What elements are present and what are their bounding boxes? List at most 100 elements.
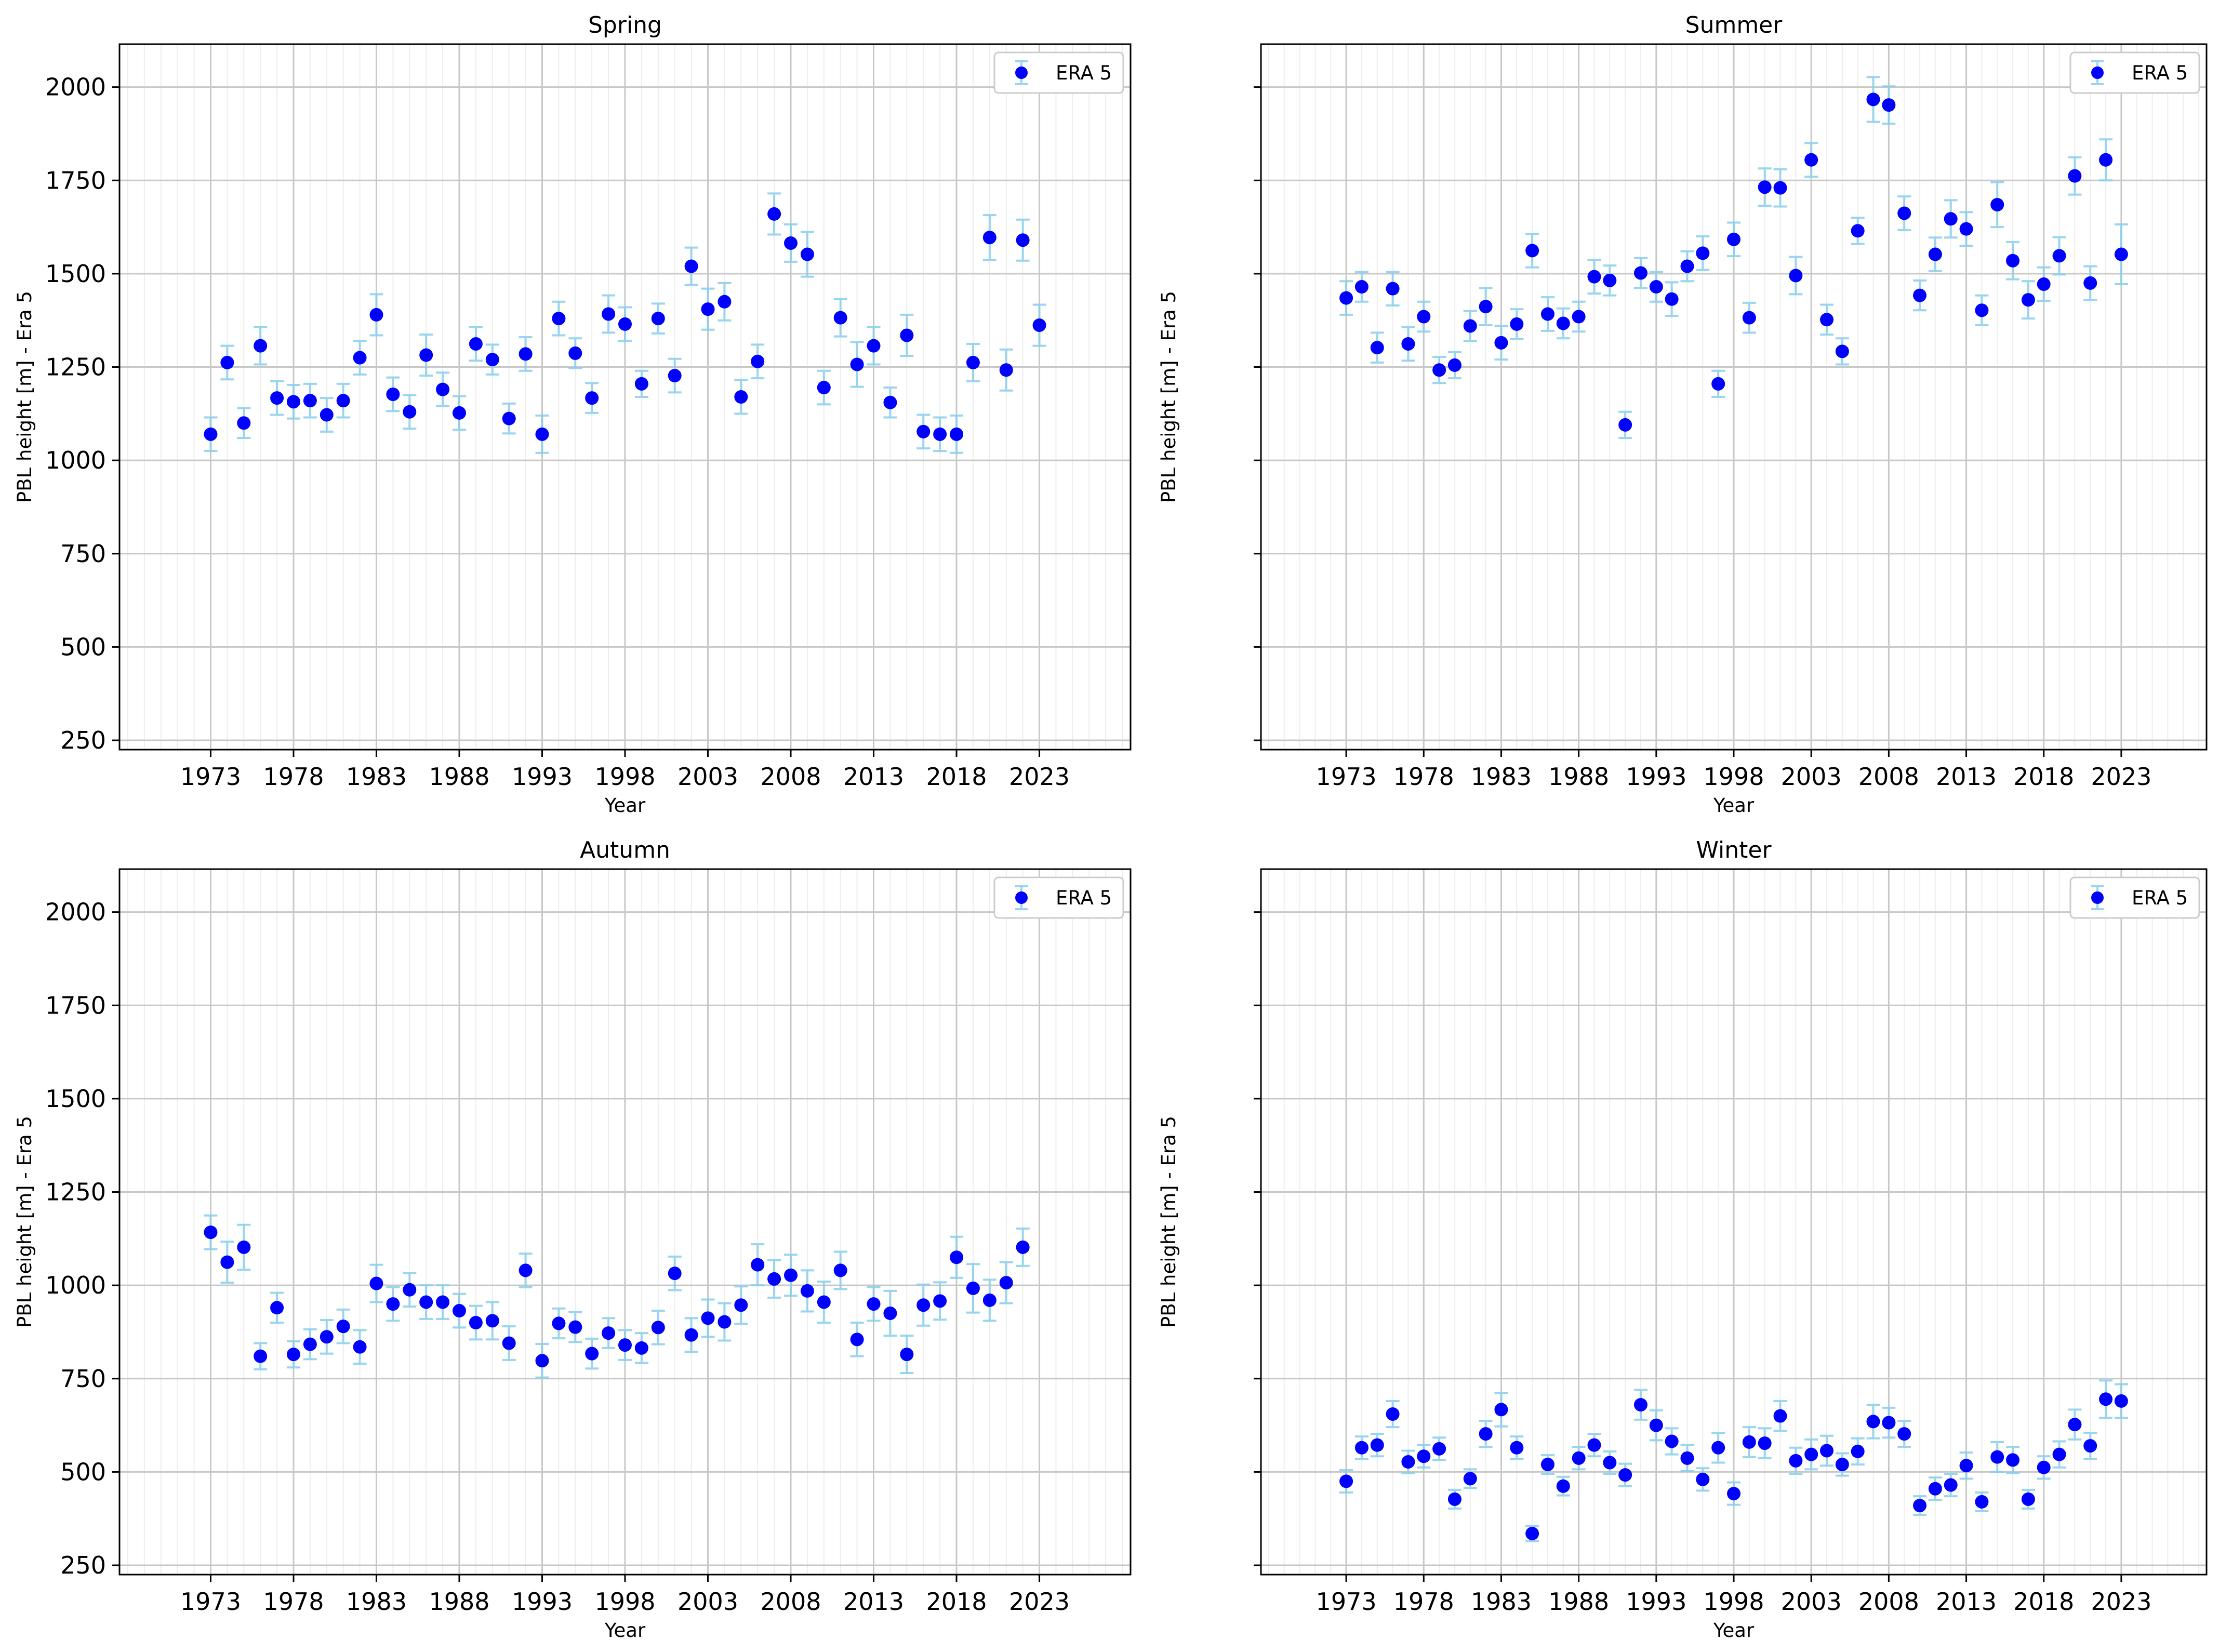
- y-axis-label: PBL height [m] - Era 5: [14, 291, 36, 503]
- data-point: [883, 395, 897, 409]
- data-point: [999, 363, 1013, 377]
- data-point: [386, 387, 400, 401]
- legend-marker-icon: [2091, 891, 2104, 904]
- x-tick-label: 2013: [1936, 763, 1997, 791]
- data-point: [220, 1255, 234, 1269]
- data-point: [734, 390, 748, 404]
- data-point: [1882, 1416, 1896, 1430]
- data-point: [436, 382, 450, 396]
- data-point: [1354, 1441, 1368, 1455]
- y-tick-label: 2000: [45, 898, 106, 926]
- x-axis-label: Year: [1713, 794, 1755, 817]
- legend-marker-icon: [2091, 66, 2104, 79]
- x-tick-label: 1988: [1548, 1588, 1609, 1616]
- data-point: [254, 1349, 268, 1363]
- data-point: [237, 1240, 251, 1254]
- data-point: [2021, 1492, 2035, 1506]
- data-point: [419, 1295, 433, 1309]
- data-point: [469, 1316, 483, 1329]
- y-tick-label: 1750: [45, 166, 106, 194]
- data-point: [1572, 1451, 1586, 1465]
- x-tick-label: 2003: [677, 763, 738, 791]
- data-point: [1447, 1492, 1461, 1506]
- data-point: [1711, 377, 1725, 391]
- data-point: [1417, 310, 1431, 324]
- data-point: [982, 231, 996, 245]
- data-point: [602, 307, 616, 321]
- legend-frame: [993, 51, 1124, 94]
- panel-summer: 1973 1978 1983 1988 1993 1998 2003 2008 2013 2018…: [1158, 12, 2208, 817]
- x-axis: 1973 1978 1983 1988 1993 1998 2003 2008 2013 2018…: [1316, 750, 2151, 791]
- data-point: [767, 207, 781, 221]
- data-point: [1742, 311, 1756, 325]
- x-tick-label: 2018: [926, 763, 987, 791]
- major-gridlines: [1261, 44, 2207, 750]
- minor-gridlines: [1268, 44, 2200, 750]
- legend: ERA 5: [2069, 51, 2200, 94]
- data-point: [552, 312, 566, 326]
- data-point: [485, 1314, 499, 1328]
- data-point: [1897, 1427, 1911, 1441]
- data-point: [1665, 1434, 1679, 1448]
- chart-title: Spring: [588, 12, 662, 38]
- data-point: [1711, 1441, 1725, 1455]
- x-tick-label: 1983: [346, 1588, 407, 1616]
- data-point: [1479, 1427, 1493, 1441]
- data-point: [535, 427, 549, 441]
- data-point: [900, 1348, 914, 1362]
- data-point: [204, 1225, 218, 1240]
- x-tick-label: 2008: [1858, 1588, 1919, 1616]
- data-point: [1990, 197, 2004, 211]
- data-point: [1633, 266, 1647, 280]
- data-point: [436, 1295, 450, 1309]
- legend-label: ERA 5: [2132, 887, 2188, 909]
- y-axis-label: PBL height [m] - Era 5: [14, 1116, 36, 1328]
- data-point: [916, 1298, 931, 1312]
- data-point: [1959, 222, 1973, 236]
- data-point: [485, 353, 499, 367]
- data-point: [1773, 181, 1787, 195]
- data-point: [353, 351, 367, 365]
- data-point: [1866, 1415, 1880, 1429]
- data-point: [1696, 1472, 1710, 1486]
- data-point: [751, 354, 765, 368]
- data-point: [1401, 337, 1415, 351]
- data-point: [800, 247, 814, 261]
- y-tick-label: 750: [60, 540, 106, 568]
- data-point: [1727, 1487, 1740, 1501]
- x-tick-label: 2013: [843, 763, 904, 791]
- data-point: [1913, 1499, 1927, 1513]
- data-point: [270, 1301, 284, 1315]
- data-point: [568, 1320, 582, 1334]
- data-point: [320, 408, 334, 422]
- data-point: [386, 1297, 400, 1311]
- data-point: [353, 1340, 367, 1354]
- data-point: [1510, 1441, 1524, 1455]
- x-tick-label: 1993: [512, 763, 573, 791]
- minor-gridlines: [127, 44, 1123, 750]
- data-point: [1339, 291, 1353, 305]
- chart-title: Autumn: [580, 837, 670, 863]
- plot-frame: [118, 43, 1132, 751]
- data-point: [1758, 1436, 1772, 1450]
- data-point: [519, 1263, 533, 1277]
- data-point: [867, 339, 881, 353]
- data-point: [502, 411, 516, 425]
- data-point: [1370, 1438, 1384, 1452]
- data-point: [933, 1294, 947, 1308]
- data-point: [1913, 288, 1927, 302]
- data-point: [286, 395, 300, 409]
- data-point: [419, 348, 433, 362]
- y-tick-label: 1500: [45, 1085, 106, 1113]
- legend-label: ERA 5: [1056, 62, 1112, 84]
- data-point: [303, 394, 317, 408]
- y-tick-label: 500: [60, 1458, 106, 1486]
- x-tick-label: 2018: [2013, 763, 2074, 791]
- data-point: [651, 1321, 665, 1335]
- data-point: [1835, 344, 1849, 358]
- y-axis: [1254, 911, 1261, 1566]
- data-point: [1540, 307, 1554, 321]
- data-point: [602, 1326, 616, 1340]
- data-point: [1944, 212, 1958, 226]
- major-gridlines: [1261, 869, 2207, 1575]
